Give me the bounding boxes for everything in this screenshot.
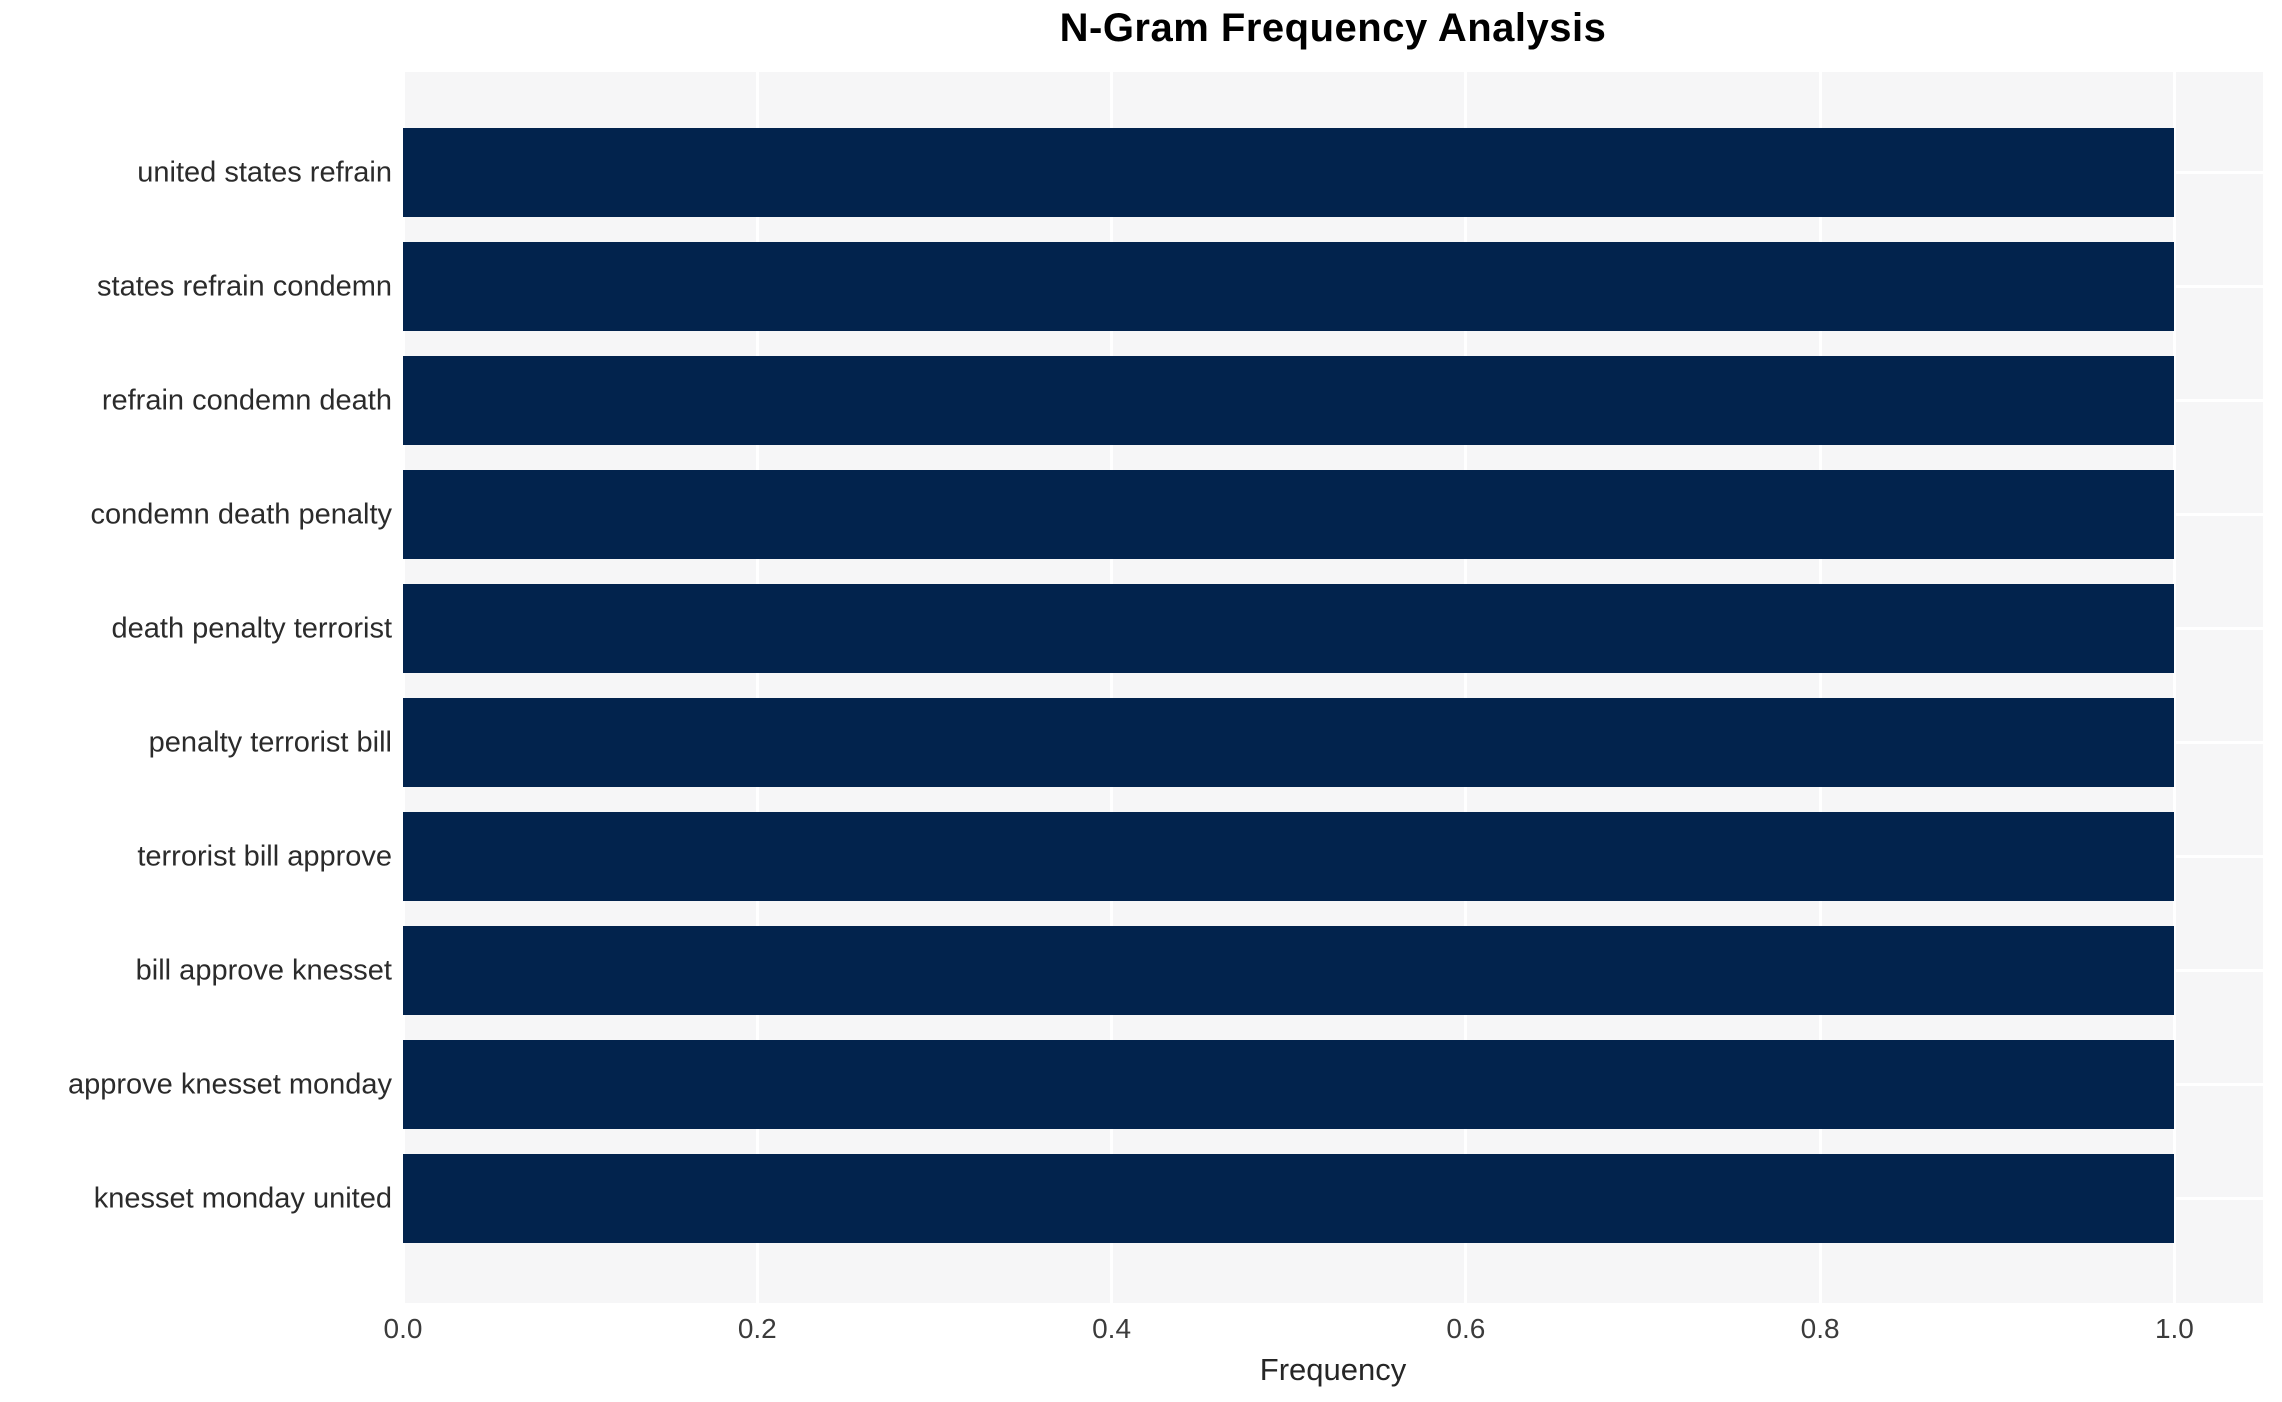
bar <box>403 470 2175 559</box>
bar <box>403 356 2175 445</box>
y-tick-label: penalty terrorist bill <box>148 726 392 758</box>
y-tick-label: terrorist bill approve <box>137 840 392 872</box>
x-tick-label: 0.0 <box>383 1313 423 1344</box>
vertical-gridline <box>2172 72 2176 1303</box>
vertical-gridline <box>401 72 405 1303</box>
chart-title: N-Gram Frequency Analysis <box>1059 6 1607 50</box>
bar <box>403 812 2175 901</box>
bar <box>403 1154 2175 1243</box>
vertical-gridline <box>1110 72 1114 1303</box>
y-tick-label: death penalty terrorist <box>111 612 392 644</box>
bar <box>403 584 2175 673</box>
vertical-gridline <box>1818 72 1822 1303</box>
x-axis-label: Frequency <box>1259 1352 1407 1387</box>
y-tick-label: condemn death penalty <box>90 498 393 530</box>
x-tick-label: 0.6 <box>1446 1313 1486 1344</box>
bar <box>403 242 2175 331</box>
y-tick-label: refrain condemn death <box>101 384 392 416</box>
bar <box>403 1040 2175 1129</box>
x-tick-label: 0.8 <box>1800 1313 1840 1344</box>
x-tick-label: 0.2 <box>737 1313 777 1344</box>
bar <box>403 698 2175 787</box>
x-tick-label: 0.4 <box>1092 1313 1132 1344</box>
x-tick-label: 1.0 <box>2154 1313 2194 1344</box>
y-tick-label: states refrain condemn <box>97 270 392 302</box>
y-tick-label: approve knesset monday <box>67 1068 392 1100</box>
vertical-gridline <box>755 72 759 1303</box>
vertical-gridline <box>1464 72 1468 1303</box>
y-tick-label: united states refrain <box>137 156 392 188</box>
y-tick-label: knesset monday united <box>93 1182 392 1214</box>
bar <box>403 926 2175 1015</box>
plot-area <box>401 72 2263 1303</box>
bar <box>403 128 2175 217</box>
y-tick-label: bill approve knesset <box>135 954 392 986</box>
